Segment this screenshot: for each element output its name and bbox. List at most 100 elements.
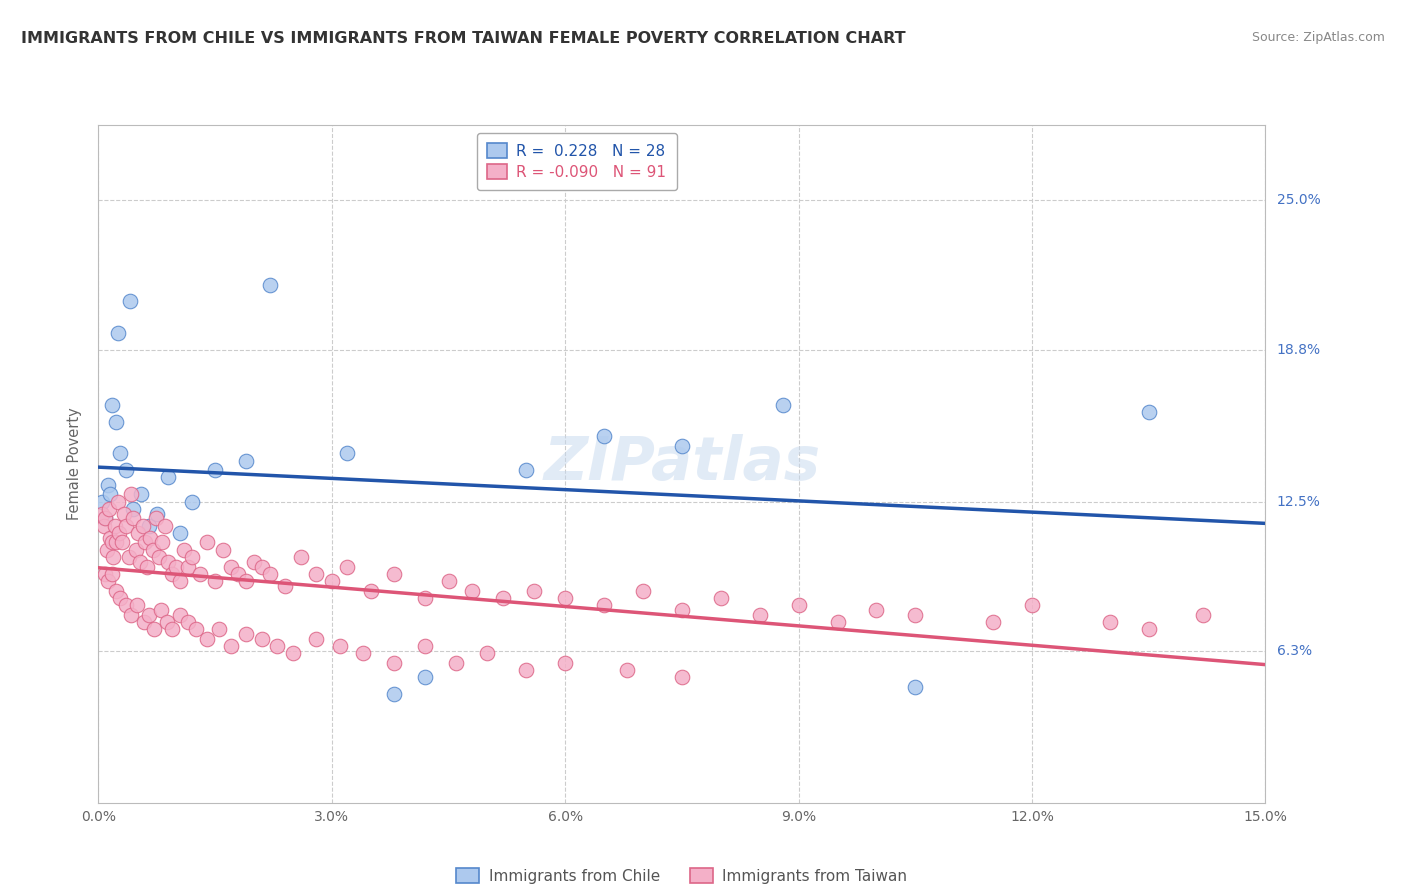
Point (91, 494, 114, 508)
Text: Source: ZipAtlas.com: Source: ZipAtlas.com (1251, 31, 1385, 45)
Point (104, 415, 127, 429)
Point (91, 507, 114, 521)
Point (101, 398, 124, 412)
Point (129, 487, 152, 501)
Point (122, 511, 145, 525)
Point (259, 277, 281, 292)
Point (150, 535, 173, 549)
Point (107, 494, 129, 508)
Point (112, 507, 135, 521)
Point (336, 559, 359, 574)
Point (554, 591, 576, 605)
Point (125, 542, 148, 557)
Point (336, 446, 359, 460)
Point (98, 487, 121, 501)
Point (188, 566, 211, 581)
Point (235, 627, 257, 641)
Point (477, 646, 499, 660)
Point (413, 591, 436, 605)
Point (204, 574, 226, 588)
Point (184, 622, 207, 636)
Point (352, 646, 374, 660)
Point (96, 542, 118, 557)
Point (98, 531, 121, 545)
Text: 25.0%: 25.0% (1277, 194, 1320, 207)
Point (772, 398, 794, 412)
Point (138, 607, 160, 622)
Point (132, 518, 155, 533)
Point (155, 518, 177, 533)
Point (108, 446, 131, 460)
Point (671, 603, 693, 617)
Point (177, 559, 200, 574)
Point (515, 463, 537, 477)
Point (219, 639, 242, 653)
Point (100, 535, 122, 549)
Point (120, 487, 142, 501)
Point (115, 518, 138, 533)
Point (671, 439, 693, 453)
Point (305, 566, 328, 581)
Point (111, 535, 134, 549)
Point (173, 542, 195, 557)
Point (162, 566, 184, 581)
Point (321, 574, 343, 588)
Point (145, 511, 167, 525)
Text: 6.3%: 6.3% (1277, 644, 1312, 658)
Point (169, 607, 191, 622)
Point (382, 687, 405, 701)
Point (101, 566, 124, 581)
Point (250, 559, 273, 574)
Point (243, 555, 266, 569)
Point (136, 559, 159, 574)
Point (593, 429, 616, 443)
Point (127, 525, 149, 540)
Y-axis label: Female Poverty: Female Poverty (67, 408, 83, 520)
Point (149, 603, 172, 617)
Point (165, 559, 187, 574)
Point (195, 535, 218, 549)
Point (142, 542, 165, 557)
Point (93, 566, 115, 581)
Point (97, 501, 120, 516)
Point (212, 542, 235, 557)
Point (1137, 622, 1160, 636)
Text: ZIPatlas: ZIPatlas (543, 434, 821, 493)
Point (710, 591, 733, 605)
Point (127, 598, 149, 612)
Point (138, 518, 160, 533)
Point (114, 463, 136, 477)
Point (93, 518, 115, 533)
Point (120, 607, 142, 622)
Point (104, 583, 127, 598)
Point (132, 615, 155, 629)
Point (360, 583, 382, 598)
Point (671, 670, 693, 684)
Point (827, 615, 849, 629)
Point (195, 632, 218, 646)
Point (904, 680, 927, 694)
Point (94, 511, 117, 525)
Point (329, 639, 352, 653)
Point (461, 583, 484, 598)
Point (904, 607, 927, 622)
Point (382, 656, 405, 670)
Point (290, 549, 312, 564)
Point (139, 531, 162, 545)
Point (554, 656, 576, 670)
Point (208, 622, 231, 636)
Point (114, 598, 136, 612)
Point (266, 639, 288, 653)
Text: IMMIGRANTS FROM CHILE VS IMMIGRANTS FROM TAIWAN FEMALE POVERTY CORRELATION CHART: IMMIGRANTS FROM CHILE VS IMMIGRANTS FROM… (21, 31, 905, 46)
Point (97, 574, 120, 588)
Point (143, 622, 166, 636)
Point (105, 535, 128, 549)
Point (1192, 607, 1215, 622)
Point (437, 574, 460, 588)
Point (593, 598, 616, 612)
Point (515, 663, 537, 677)
Point (157, 555, 180, 569)
Point (177, 615, 200, 629)
Point (118, 549, 141, 564)
Point (103, 549, 125, 564)
